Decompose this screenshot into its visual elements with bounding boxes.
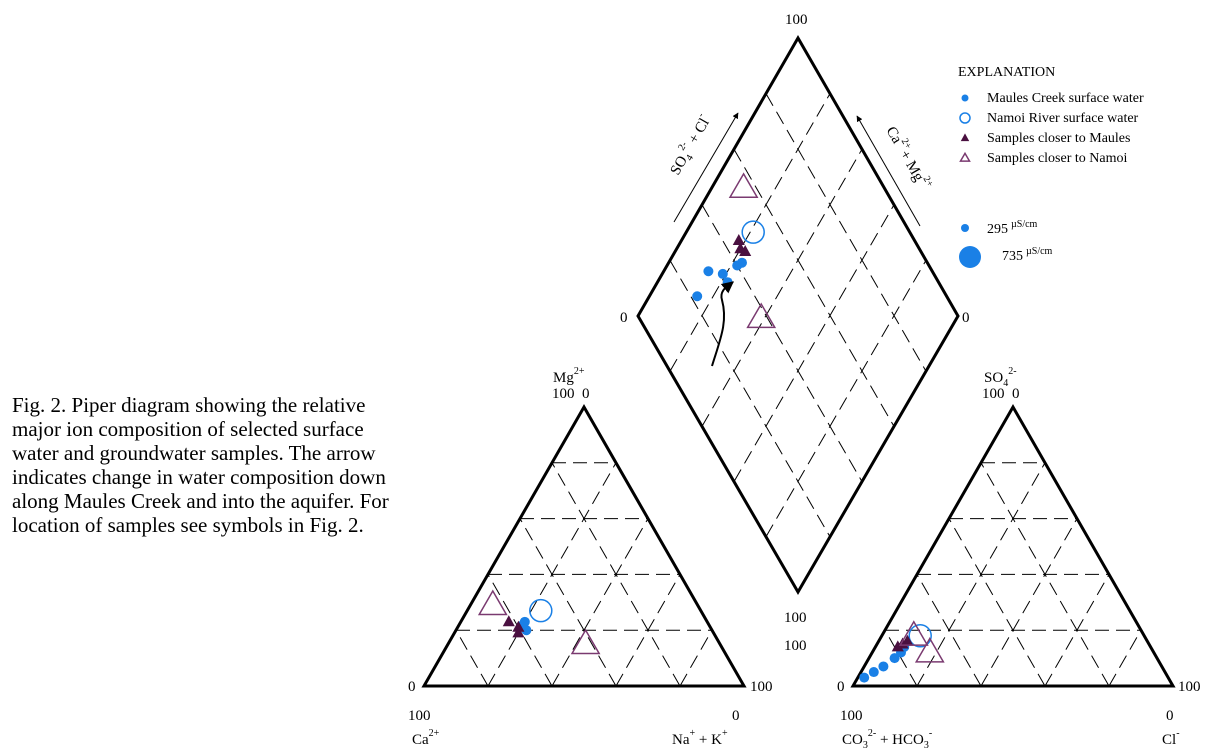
grid-line [669, 260, 831, 538]
anion-data-point [898, 620, 929, 646]
anion-triangle-frame [850, 403, 1176, 688]
cation-triangle [421, 403, 747, 688]
legend-size-small: 295 µS/cm [987, 219, 1038, 237]
legend-item-label: Namoi River surface water [987, 111, 1139, 126]
grid-line [765, 93, 927, 372]
legend-title: EXPLANATION [958, 65, 1055, 80]
legend-marker [961, 94, 969, 102]
legend-size-large: 735 µS/cm [1002, 246, 1053, 264]
figure-caption: Fig. 2. Piper diagram showing the relati… [12, 393, 389, 537]
grid-line [733, 148, 895, 427]
anion-apex-label: SO42- [984, 366, 1017, 389]
diamond-data-point [703, 266, 714, 277]
legend-item-label: Samples closer to Maules [987, 131, 1130, 146]
anion-data-point [891, 640, 904, 652]
diamond-data-point [737, 257, 747, 268]
diamond-data-point [746, 302, 777, 329]
cation-grid [455, 462, 713, 687]
grid-line [519, 518, 617, 687]
anion-right-hundred: 100 [1178, 679, 1201, 695]
diamond-axis-right-label: Ca2++ Mg2+ [883, 122, 936, 194]
diamond-grid [669, 93, 927, 538]
cation-apex-label: Mg2+ [553, 366, 585, 386]
grid-line [733, 204, 895, 482]
diamond-data-point [732, 233, 745, 245]
legend-items: Maules Creek surface water Namoi River su… [959, 91, 1144, 166]
cation-data-point [512, 620, 525, 632]
legend-marker [959, 112, 971, 124]
anion-apex-values: 100 0 [982, 386, 1020, 402]
grid-line [980, 518, 1078, 687]
cation-data-point [519, 616, 530, 627]
anion-data-point [901, 634, 914, 646]
diamond-data-point [739, 245, 752, 257]
grid-line [1108, 629, 1142, 687]
anion-data-point [859, 672, 870, 683]
legend-marker [959, 151, 971, 162]
diamond-label-top: 100 [785, 12, 808, 28]
diamond-data-point [692, 291, 703, 302]
grid-line [701, 204, 863, 482]
anion-bottom-left-value: 100 [840, 708, 863, 724]
cation-right-hundred: 100 [750, 679, 773, 695]
cation-bottom-left-value: 100 [408, 708, 431, 724]
anion-left-zero: 0 [837, 679, 845, 695]
cation-data-point [502, 615, 515, 627]
cation-left-zero: 0 [408, 679, 416, 695]
legend-size-marker-large [959, 246, 981, 268]
anion-data-point [908, 624, 932, 648]
diamond-data-point [741, 220, 765, 244]
cation-data-point [477, 589, 508, 616]
anion-bottom-right-label: Cl- [1162, 728, 1180, 748]
diamond-axis-right-arrow [856, 115, 921, 227]
cation-triangle-frame [421, 403, 747, 688]
legend: EXPLANATION Maules Creek surface water Na… [958, 65, 1144, 268]
anion-data-point [868, 667, 879, 678]
anion-left-hundred: 100 [784, 638, 807, 654]
grid-line [948, 518, 1046, 687]
composition-change-arrow [711, 281, 734, 367]
legend-marker [960, 133, 970, 142]
anion-data-point [878, 661, 889, 672]
grid-line [701, 148, 863, 427]
cation-bottom-right-value: 0 [732, 708, 740, 724]
anion-data-point [914, 636, 945, 663]
cation-data-point [529, 598, 553, 623]
legend-item-label: Maules Creek surface water [987, 91, 1144, 106]
legend-item-label: Samples closer to Namoi [987, 151, 1127, 166]
diamond-axis-left-label: SO42- + Cl- [664, 111, 717, 180]
diamond-label-bottom: 100 [784, 610, 807, 626]
anion-bottom-left-label: CO32- + HCO3- [842, 728, 932, 751]
cation-apex-values: 100 0 [552, 386, 590, 402]
diamond-label-left: 0 [620, 310, 628, 326]
grid-line [679, 629, 713, 687]
diamond-data-point [728, 172, 759, 199]
legend-size-marker-small [961, 224, 969, 232]
cation-bottom-right-label: Na+ + K+ [672, 728, 728, 748]
diamond-label-right: 0 [962, 310, 970, 326]
grid-line [765, 260, 927, 538]
grid-line [916, 574, 982, 687]
grid-line [455, 629, 489, 687]
data-markers [477, 172, 945, 683]
cation-data-point [570, 628, 601, 655]
diamond-frame [636, 34, 960, 595]
grid-line [1044, 574, 1110, 687]
cation-data-point [512, 626, 525, 638]
diamond [636, 34, 960, 595]
anion-bottom-right-value: 0 [1166, 708, 1174, 724]
cation-bottom-left-label: Ca2+ [412, 728, 440, 748]
grid-line [551, 518, 649, 687]
grid-line [884, 629, 918, 687]
diamond-data-point [717, 268, 728, 279]
anion-grid [884, 462, 1142, 687]
grid-line [669, 93, 831, 372]
anion-triangle [850, 403, 1176, 688]
grid-line [615, 574, 681, 687]
diamond-axis-left-arrow [673, 112, 739, 223]
